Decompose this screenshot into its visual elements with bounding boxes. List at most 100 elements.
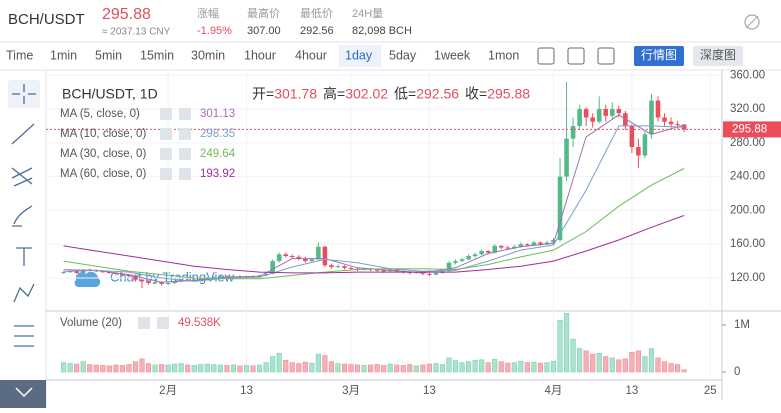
toolbar-icon[interactable]: [537, 47, 555, 65]
volume-bar: [230, 364, 237, 373]
measure-icon[interactable]: [14, 325, 34, 347]
x-tick-label: 3月: [342, 385, 360, 397]
volume-bar: [596, 352, 602, 373]
interval[interactable]: 5day: [389, 48, 417, 62]
left-toolbar: [0, 80, 46, 408]
candle-body: [218, 276, 223, 278]
volume-bar: [289, 362, 295, 373]
fib-icon[interactable]: [11, 167, 33, 187]
text-icon[interactable]: [16, 247, 32, 266]
volume-bar: [394, 364, 400, 373]
stat-value: 82,098 BCH: [352, 25, 412, 37]
settings-icon[interactable]: [744, 14, 760, 30]
volume-bar: [159, 364, 165, 373]
ma-line: [63, 168, 685, 280]
x-tick-label: 2月: [159, 385, 177, 397]
legend-icon[interactable]: [160, 148, 172, 160]
view-button[interactable]: [693, 46, 743, 66]
legend-icon[interactable]: [179, 168, 191, 180]
legend-icon[interactable]: [179, 108, 191, 120]
volume-bar: [178, 363, 184, 373]
candle-body: [283, 254, 288, 257]
candle-body: [649, 100, 654, 135]
legend-icon[interactable]: [160, 168, 172, 180]
volume-bar: [165, 364, 171, 373]
candle-body: [446, 262, 452, 272]
pattern-icon[interactable]: [13, 283, 35, 303]
volume-bar: [583, 350, 589, 373]
interval[interactable]: 30min: [191, 48, 225, 62]
volume-bar: [302, 361, 308, 373]
legend-icon[interactable]: [160, 128, 172, 140]
chart-title: BCH/USDT, 1D: [62, 86, 158, 102]
interval[interactable]: 1min: [50, 48, 77, 62]
interval[interactable]: Time: [6, 48, 33, 62]
volume-bar: [655, 357, 661, 373]
interval[interactable]: 1day: [345, 48, 373, 62]
volume-bar: [113, 364, 119, 373]
interval[interactable]: 4hour: [295, 48, 327, 62]
candle-body: [629, 125, 635, 148]
candle-body: [472, 254, 478, 257]
crosshair-icon[interactable]: [12, 84, 36, 104]
volume-bar: [439, 364, 446, 373]
volume-bar: [609, 357, 615, 373]
ohlc-value: 292.56: [416, 86, 459, 102]
view-button[interactable]: [634, 46, 684, 66]
interval[interactable]: 1hour: [244, 48, 276, 62]
y-tick-label: 240.00: [730, 171, 765, 183]
legend-icon[interactable]: [179, 148, 191, 160]
candle-body: [459, 259, 465, 262]
stat-value: 292.56: [300, 25, 334, 37]
candle-body: [211, 277, 217, 279]
legend-icon[interactable]: [179, 128, 191, 140]
volume-bar: [420, 364, 426, 373]
candle-body: [276, 254, 282, 262]
ma-legend-name: MA (30, close, 0): [60, 148, 146, 160]
legend-icon[interactable]: [157, 317, 169, 329]
volume-bar: [61, 362, 67, 373]
volume-bar: [452, 360, 459, 373]
candle-body: [394, 269, 400, 272]
volume-bar: [557, 320, 563, 373]
volume-bar: [126, 364, 132, 373]
candle-body: [570, 125, 576, 139]
candle-body: [159, 282, 164, 284]
toolbar-icon[interactable]: [567, 47, 585, 65]
brush-icon[interactable]: [12, 205, 33, 227]
ma-legend-name: MA (60, close, 0): [60, 168, 146, 180]
stat-label: 涨幅: [197, 7, 219, 20]
candle-body: [590, 117, 595, 122]
volume-bar: [243, 365, 250, 373]
interval[interactable]: 5min: [95, 48, 122, 62]
candle-body: [596, 109, 602, 122]
volume-bar: [224, 365, 230, 373]
interval[interactable]: 1mon: [488, 48, 519, 62]
volume-bar: [368, 364, 374, 373]
volume-bar: [642, 356, 648, 373]
interval[interactable]: 1week: [434, 48, 471, 62]
tool-active[interactable]: [8, 80, 40, 108]
volume-bar: [211, 364, 217, 373]
legend-icon[interactable]: [138, 317, 150, 329]
toolbar-icon[interactable]: [597, 47, 615, 65]
ma-legend-value: 249.64: [200, 148, 236, 160]
volume-bar: [328, 361, 335, 373]
volume-bar: [407, 364, 413, 373]
x-tick-label: 13: [423, 385, 436, 397]
volume-bar: [511, 362, 517, 373]
candle-body: [583, 109, 589, 118]
volume-tick-label: 1M: [734, 319, 750, 331]
interval[interactable]: 15min: [140, 48, 174, 62]
last-price-label: 295.88: [732, 123, 767, 135]
volume-bar: [217, 364, 223, 373]
candle-body: [538, 242, 543, 245]
candle-body: [335, 266, 341, 268]
y-tick-label: 320.00: [730, 103, 765, 115]
volume-bar: [198, 364, 204, 373]
cloud-icon: [74, 271, 101, 287]
candle-body: [61, 272, 66, 274]
legend-icon[interactable]: [160, 108, 172, 120]
trend-line-icon[interactable]: [11, 123, 35, 145]
